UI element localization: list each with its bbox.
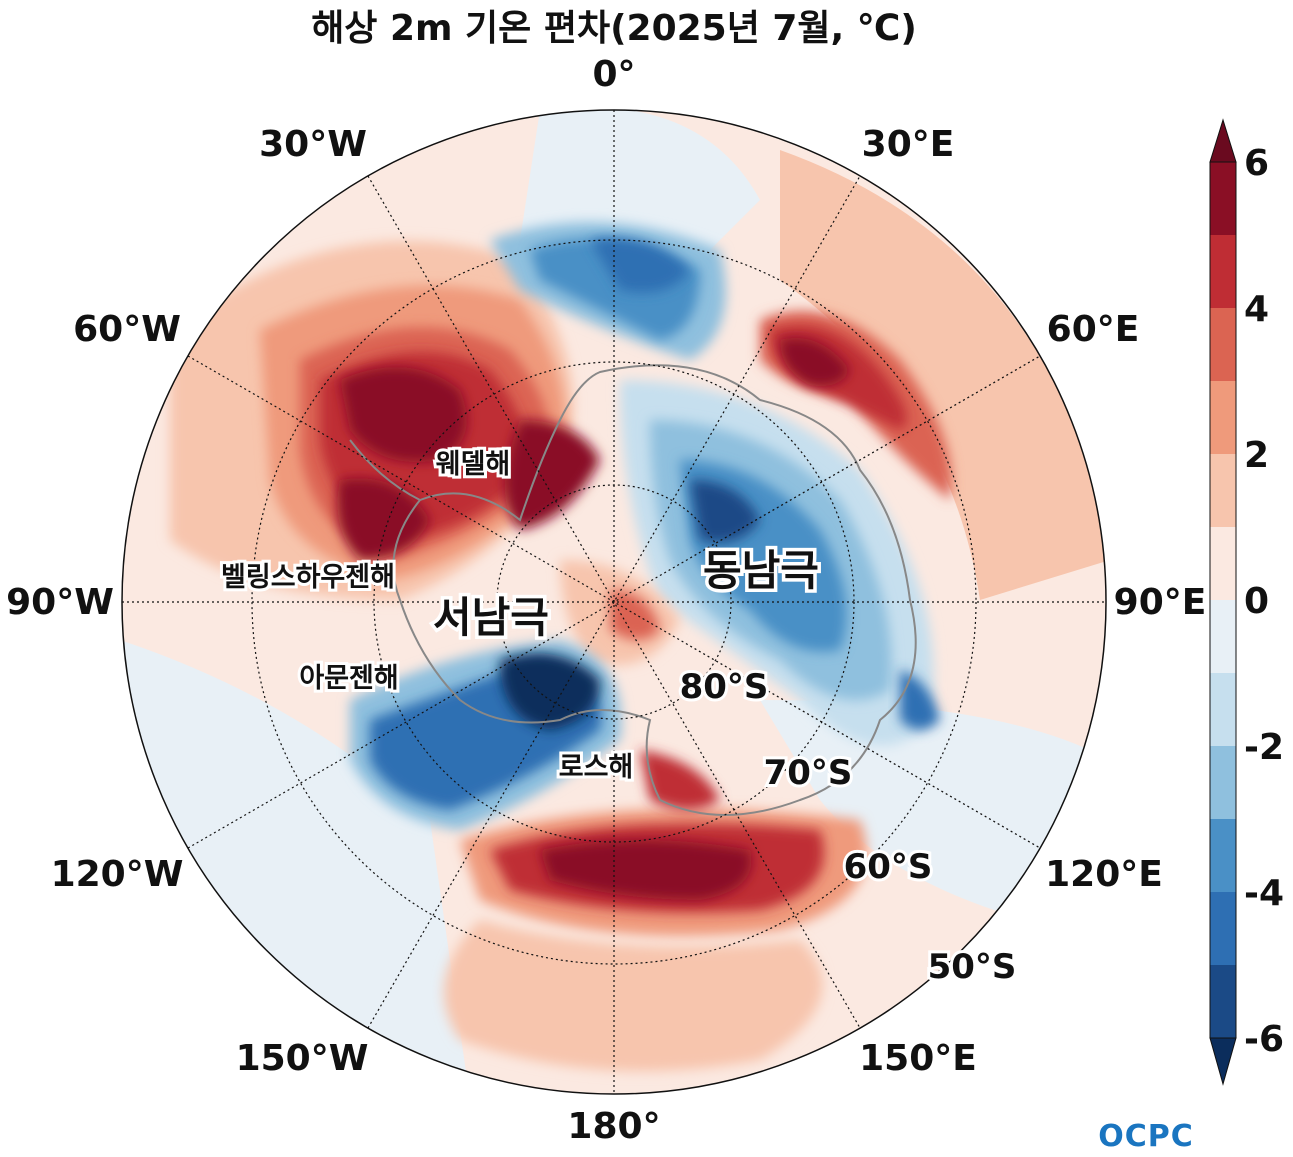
lon-label-60w: 60°W [73, 309, 181, 350]
lon-label-180: 180° [567, 1106, 660, 1147]
map-title: 해상 2m 기온 편차(2025년 7월, ℃) [311, 8, 917, 49]
colorbar-swatch-m4-to-m3 [1210, 819, 1236, 892]
lat-label-70s: 70°S [764, 753, 853, 793]
region-label-weddell: 웨델해 [436, 449, 511, 480]
lon-label-30w: 30°W [259, 124, 367, 165]
region-label-west-antarctica: 서남극 [433, 593, 549, 642]
colorbar-tick-m4: -4 [1244, 873, 1284, 914]
lon-label-90w: 90°W [6, 582, 114, 623]
region-label-ross: 로스해 [559, 752, 634, 783]
region-label-east-antarctica: 동남극 [703, 546, 819, 595]
graticule [122, 110, 1106, 1094]
colorbar-tick-m6: -6 [1244, 1019, 1284, 1060]
colorbar-swatch-m1-to-0 [1210, 600, 1236, 673]
colorbar-frame [1209, 161, 1237, 1039]
lon-label-30e: 30°E [862, 124, 955, 165]
colorbar-swatch-3-to-4 [1210, 308, 1236, 381]
colorbar-swatch-4-to-5 [1210, 235, 1236, 308]
colorbar-swatch-1-to-2 [1210, 454, 1236, 527]
latitude-labels: 80°S 70°S 60°S 50°S [677, 664, 1020, 990]
longitude-labels: 0° 30°E 60°E 90°E 120°E 150°E 180° 150°W… [6, 54, 1206, 1147]
region-labels: 웨델해 동남극 벨링스하우젠해 서남극 아문젠해 로스해 [218, 446, 822, 786]
colorbar-tick-0: 0 [1244, 581, 1269, 622]
region-label-amundsen: 아문젠해 [299, 663, 398, 694]
colorbar-tick-2: 2 [1244, 435, 1269, 476]
colorbar-swatch-5-to-6 [1210, 162, 1236, 235]
colorbar: 6 4 2 0 -2 -4 -6 [1209, 118, 1284, 1086]
lon-label-120w: 120°W [51, 854, 184, 895]
colorbar-swatch-m2-to-m1 [1210, 673, 1236, 746]
colorbar-tick-6: 6 [1244, 143, 1269, 184]
colorbar-tick-m2: -2 [1244, 727, 1284, 768]
colorbar-swatch-m3-to-m2 [1210, 746, 1236, 819]
meridian-150w-30e [367, 175, 861, 1029]
lon-label-150e: 150°E [859, 1038, 977, 1079]
lon-label-0: 0° [592, 54, 635, 95]
colorbar-over-arrow [1209, 118, 1237, 163]
lon-label-90e: 90°E [1114, 582, 1207, 623]
colorbar-swatch-2-to-3 [1210, 381, 1236, 454]
colorbar-swatch-m6-to-m5 [1210, 965, 1236, 1038]
ocpc-logo: OCPC [1098, 1119, 1194, 1154]
lat-label-50s: 50°S [928, 947, 1017, 987]
lon-label-60e: 60°E [1047, 309, 1140, 350]
lon-label-120e: 120°E [1045, 854, 1163, 895]
colorbar-tick-4: 4 [1244, 289, 1269, 330]
lon-label-150w: 150°W [236, 1038, 369, 1079]
lat-label-60s: 60°S [844, 847, 933, 887]
map-boundary [121, 109, 1107, 1095]
anomaly-field [122, 110, 1106, 1094]
colorbar-swatch-m5-to-m4 [1210, 892, 1236, 965]
lat-label-80s: 80°S [680, 667, 769, 707]
colorbar-under-arrow [1209, 1037, 1237, 1086]
region-label-bellingshausen: 벨링스하우젠해 [221, 562, 395, 593]
colorbar-swatch-0-to-1 [1210, 527, 1236, 600]
